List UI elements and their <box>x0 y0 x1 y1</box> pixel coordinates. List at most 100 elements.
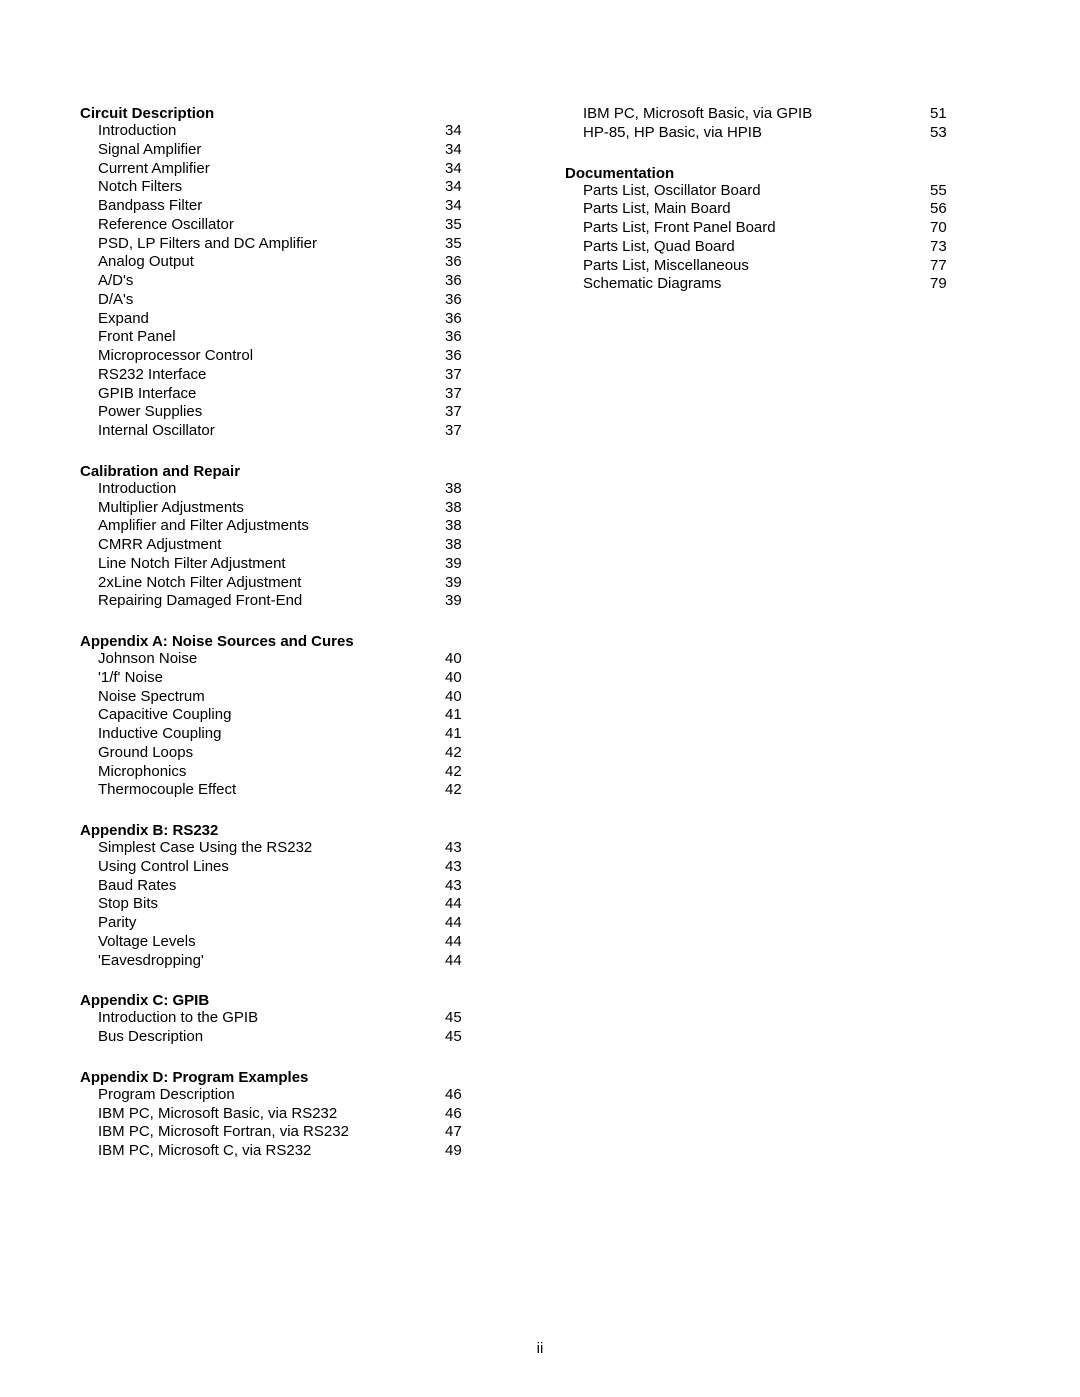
entry-label: Expand <box>98 310 435 329</box>
entry-page: 45 <box>435 1009 505 1028</box>
entry-page: 53 <box>920 124 990 143</box>
toc-section: Appendix B: RS232Simplest Case Using the… <box>80 822 505 970</box>
toc-entry: Parity44 <box>80 914 505 933</box>
toc-entry: Program Description46 <box>80 1086 505 1105</box>
toc-entry: GPIB Interface37 <box>80 385 505 404</box>
section-title: Appendix C: GPIB <box>80 992 505 1009</box>
entry-label: Line Notch Filter Adjustment <box>98 555 435 574</box>
entry-label: Program Description <box>98 1086 435 1105</box>
entry-page: 35 <box>435 235 505 254</box>
entry-label: Parts List, Main Board <box>583 200 920 219</box>
toc-entry: Introduction34 <box>80 122 505 141</box>
toc-entry: Thermocouple Effect42 <box>80 781 505 800</box>
entry-label: Microprocessor Control <box>98 347 435 366</box>
entry-page: 37 <box>435 366 505 385</box>
entry-label: Noise Spectrum <box>98 688 435 707</box>
toc-entry: Baud Rates43 <box>80 877 505 896</box>
entry-label: CMRR Adjustment <box>98 536 435 555</box>
entry-page: 34 <box>435 197 505 216</box>
toc-entry: Notch Filters34 <box>80 178 505 197</box>
entry-label: Internal Oscillator <box>98 422 435 441</box>
section-title: Appendix B: RS232 <box>80 822 505 839</box>
entry-page: 70 <box>920 219 990 238</box>
toc-entry: Microphonics42 <box>80 763 505 782</box>
toc-section: IBM PC, Microsoft Basic, via GPIB51HP-85… <box>565 105 990 143</box>
entry-label: Current Amplifier <box>98 160 435 179</box>
toc-entry: 'Eavesdropping'44 <box>80 952 505 971</box>
toc-entry: Schematic Diagrams79 <box>565 275 990 294</box>
entry-page: 43 <box>435 839 505 858</box>
toc-entry: Ground Loops42 <box>80 744 505 763</box>
entry-label: Capacitive Coupling <box>98 706 435 725</box>
entry-page: 37 <box>435 403 505 422</box>
entry-label: Multiplier Adjustments <box>98 499 435 518</box>
entry-page: 44 <box>435 933 505 952</box>
toc-entry: Simplest Case Using the RS23243 <box>80 839 505 858</box>
entry-label: Microphonics <box>98 763 435 782</box>
entry-page: 43 <box>435 858 505 877</box>
toc-entry: Signal Amplifier34 <box>80 141 505 160</box>
entry-page: 79 <box>920 275 990 294</box>
entry-label: Simplest Case Using the RS232 <box>98 839 435 858</box>
entry-page: 41 <box>435 725 505 744</box>
entry-page: 34 <box>435 160 505 179</box>
entry-label: Parity <box>98 914 435 933</box>
entry-page: 37 <box>435 385 505 404</box>
entry-label: Notch Filters <box>98 178 435 197</box>
entry-page: 42 <box>435 781 505 800</box>
entry-label: Signal Amplifier <box>98 141 435 160</box>
toc-entry: Parts List, Oscillator Board55 <box>565 182 990 201</box>
entry-label: Parts List, Front Panel Board <box>583 219 920 238</box>
toc-entry: Line Notch Filter Adjustment39 <box>80 555 505 574</box>
entry-page: 36 <box>435 310 505 329</box>
toc-section: Appendix C: GPIBIntroduction to the GPIB… <box>80 992 505 1047</box>
entry-page: 77 <box>920 257 990 276</box>
entry-page: 55 <box>920 182 990 201</box>
toc-entry: Internal Oscillator37 <box>80 422 505 441</box>
entry-page: 36 <box>435 328 505 347</box>
entry-page: 46 <box>435 1105 505 1124</box>
entry-page: 40 <box>435 669 505 688</box>
entry-label: Baud Rates <box>98 877 435 896</box>
toc-entry: Noise Spectrum40 <box>80 688 505 707</box>
toc-entry: Inductive Coupling41 <box>80 725 505 744</box>
entry-page: 39 <box>435 555 505 574</box>
entry-page: 36 <box>435 272 505 291</box>
entry-label: Bus Description <box>98 1028 435 1047</box>
entry-page: 36 <box>435 253 505 272</box>
entry-page: 51 <box>920 105 990 124</box>
entry-page: 49 <box>435 1142 505 1161</box>
entry-label: GPIB Interface <box>98 385 435 404</box>
entry-label: Using Control Lines <box>98 858 435 877</box>
section-title: Appendix D: Program Examples <box>80 1069 505 1086</box>
toc-entry: RS232 Interface37 <box>80 366 505 385</box>
toc-section: Calibration and RepairIntroduction38Mult… <box>80 463 505 611</box>
toc-entry: Parts List, Front Panel Board70 <box>565 219 990 238</box>
section-title: Calibration and Repair <box>80 463 505 480</box>
entry-page: 73 <box>920 238 990 257</box>
page-number: ii <box>0 1340 1080 1357</box>
entry-page: 38 <box>435 499 505 518</box>
entry-page: 39 <box>435 592 505 611</box>
entry-page: 44 <box>435 914 505 933</box>
entry-page: 40 <box>435 650 505 669</box>
entry-page: 38 <box>435 517 505 536</box>
toc-entry: '1/f' Noise40 <box>80 669 505 688</box>
section-title: Appendix A: Noise Sources and Cures <box>80 633 505 650</box>
toc-entry: Capacitive Coupling41 <box>80 706 505 725</box>
entry-page: 46 <box>435 1086 505 1105</box>
toc-entry: IBM PC, Microsoft Basic, via GPIB51 <box>565 105 990 124</box>
entry-label: Front Panel <box>98 328 435 347</box>
toc-entry: Front Panel36 <box>80 328 505 347</box>
toc-entry: Bus Description45 <box>80 1028 505 1047</box>
entry-label: A/D's <box>98 272 435 291</box>
toc-entry: Multiplier Adjustments38 <box>80 499 505 518</box>
entry-label: Thermocouple Effect <box>98 781 435 800</box>
entry-label: Introduction to the GPIB <box>98 1009 435 1028</box>
toc-entry: IBM PC, Microsoft C, via RS23249 <box>80 1142 505 1161</box>
toc-entry: PSD, LP Filters and DC Amplifier35 <box>80 235 505 254</box>
toc-entry: Current Amplifier34 <box>80 160 505 179</box>
toc-entry: Voltage Levels44 <box>80 933 505 952</box>
entry-page: 34 <box>435 141 505 160</box>
toc-entry: Amplifier and Filter Adjustments38 <box>80 517 505 536</box>
